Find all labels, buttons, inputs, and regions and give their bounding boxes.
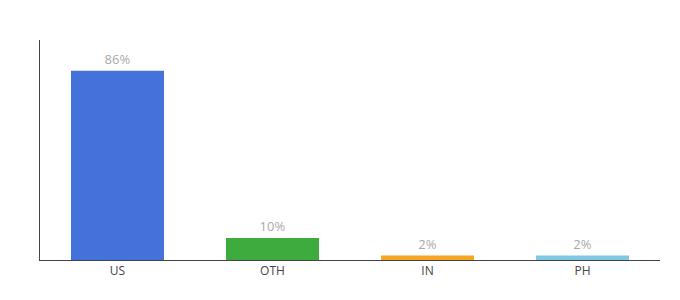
svg-text:86%: 86% bbox=[105, 50, 131, 68]
svg-text:2%: 2% bbox=[573, 235, 591, 253]
svg-text:IN: IN bbox=[421, 262, 433, 279]
svg-text:2%: 2% bbox=[418, 235, 436, 253]
svg-text:PH: PH bbox=[574, 262, 590, 279]
svg-text:OTH: OTH bbox=[260, 262, 285, 279]
svg-text:10%: 10% bbox=[260, 217, 286, 235]
svg-text:US: US bbox=[110, 262, 125, 279]
